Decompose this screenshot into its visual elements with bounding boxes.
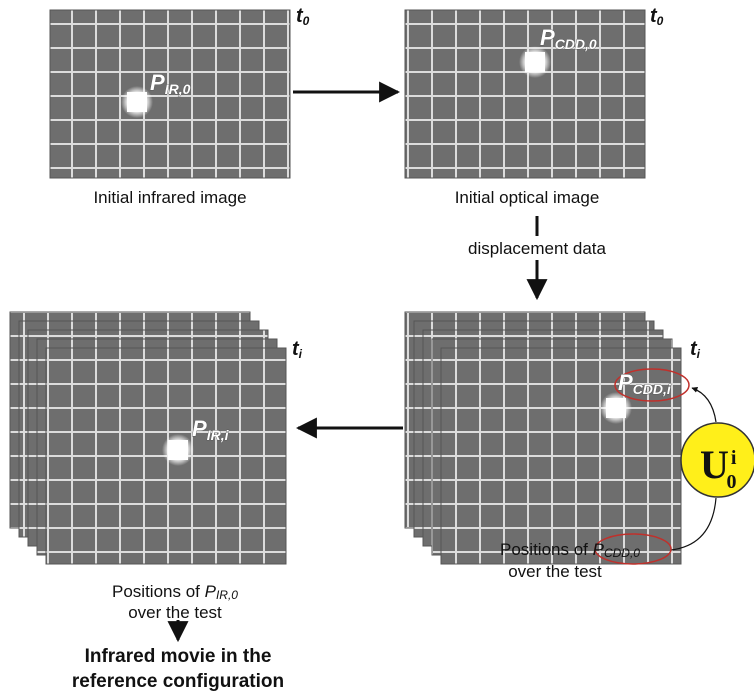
operator-sub: 0 <box>726 471 736 493</box>
time-label: ti <box>690 338 701 361</box>
caption: Initial optical image <box>455 188 600 207</box>
label-part: P <box>192 416 207 441</box>
label-part: IR,0 <box>216 588 238 602</box>
time-label: t0 <box>296 5 310 28</box>
point-label: PCDD,0 <box>540 25 597 52</box>
label-part: i <box>299 347 303 361</box>
transition-label: displacement data <box>468 239 607 258</box>
spot <box>168 440 188 460</box>
label-part: P <box>150 70 165 95</box>
spot <box>127 92 147 112</box>
point-label: PIR,0 <box>150 70 191 97</box>
label-part: CDD,i <box>633 381 672 397</box>
link <box>670 497 717 551</box>
spot <box>525 52 545 72</box>
operator-sup: i <box>731 447 737 469</box>
label-part: P <box>618 370 633 395</box>
time-label: t0 <box>650 5 664 28</box>
label-part: t <box>690 338 698 360</box>
label-part: CDD,0 <box>555 36 597 52</box>
label-part: P <box>593 540 605 559</box>
label-part: i <box>697 347 701 361</box>
result: reference configuration <box>72 671 284 692</box>
caption: Initial infrared image <box>93 188 246 207</box>
time-label: ti <box>292 338 303 361</box>
label-part: P <box>540 25 555 50</box>
caption: over the test <box>128 603 222 622</box>
label-part: Positions of <box>112 582 200 601</box>
operator-circle <box>680 422 754 498</box>
label-part: IR,0 <box>165 81 191 97</box>
spot <box>606 398 626 418</box>
grid <box>49 9 291 179</box>
highlight <box>594 533 672 565</box>
highlight <box>614 368 690 402</box>
label-part: t <box>296 5 304 27</box>
grids <box>9 9 682 565</box>
label-part: P <box>205 582 217 601</box>
label-part: IR,i <box>207 427 230 443</box>
point-label: PIR,i <box>192 416 230 443</box>
operator-main: U <box>700 442 729 487</box>
label-part: Positions of <box>500 540 588 559</box>
grid <box>440 347 682 565</box>
label-part: 0 <box>303 14 310 28</box>
label-part: CDD,0 <box>604 546 640 560</box>
point-label: PCDD,i <box>618 370 672 397</box>
result: Infrared movie in the <box>85 646 272 667</box>
caption: over the test <box>508 562 602 581</box>
label-part: t <box>292 338 300 360</box>
link-arrow <box>691 386 717 423</box>
caption: Positions of PIR,0 <box>112 582 238 602</box>
caption: Positions of PCDD,0 <box>500 540 640 560</box>
grid <box>404 9 646 179</box>
label-part: 0 <box>657 14 664 28</box>
label-part: t <box>650 5 658 27</box>
